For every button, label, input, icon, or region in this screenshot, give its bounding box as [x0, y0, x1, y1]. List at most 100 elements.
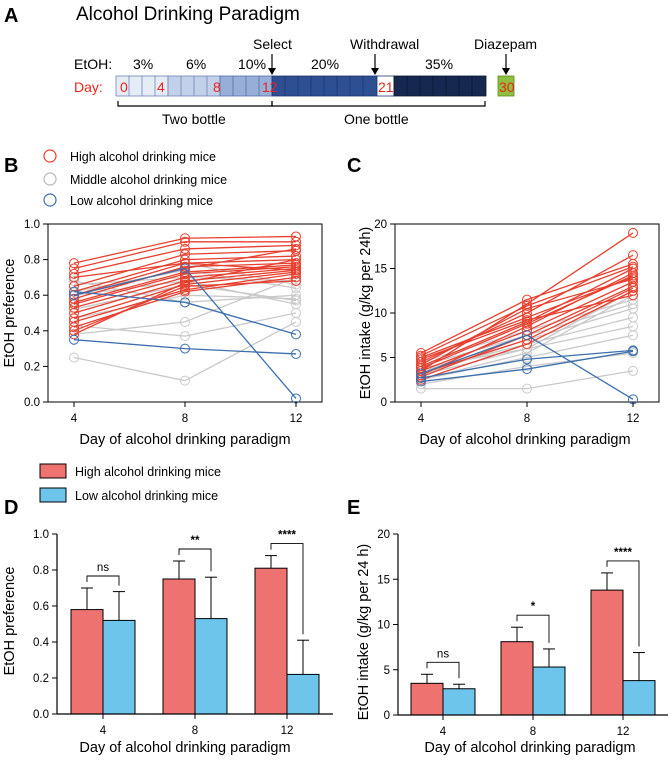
axes-e: 0 5 10 15 20 4 8 12 — [377, 529, 668, 738]
x-tick-label: 12 — [281, 725, 294, 737]
series-line-low — [73, 290, 297, 335]
x-axis-title-d: Day of alcohol drinking paradigm — [79, 740, 290, 756]
legend-middle-marker — [43, 172, 57, 186]
data-point-low — [69, 290, 79, 301]
series-line-high — [420, 275, 634, 369]
day-8: 8 — [213, 79, 221, 95]
bar-low — [286, 673, 320, 715]
y-tick-label: 0.4 — [33, 637, 50, 649]
legend-high-label: High alcohol drinking mice — [70, 150, 216, 164]
legend-de-low-label: Low alcohol drinking mice — [75, 489, 218, 503]
data-point-high — [180, 243, 190, 254]
data-point-low — [522, 330, 532, 341]
x-tick-label: 4 — [71, 413, 78, 425]
data-point-high — [628, 283, 638, 294]
data-point-high — [628, 227, 638, 238]
significance-bracket — [178, 548, 212, 572]
y-tick-label: 0.6 — [24, 290, 40, 302]
series-line-middle — [73, 321, 297, 382]
series-line-low — [420, 350, 634, 383]
x-axis-title-b: Day of alcohol drinking paradigm — [79, 432, 290, 448]
paradigm-title: Alcohol Drinking Paradigm — [76, 4, 300, 25]
y-tick-label: 1.0 — [24, 219, 40, 231]
x-tick-label: 8 — [530, 726, 536, 738]
y-ticks-b: 0.0 0.2 0.4 0.6 0.8 1.0 — [24, 219, 48, 409]
data-point-high — [180, 258, 190, 269]
data-point-middle — [180, 331, 190, 342]
x-tick-label: 4 — [418, 413, 425, 425]
legend-de-low-swatch — [39, 487, 67, 503]
data-point-high — [69, 268, 79, 279]
segment-20pct — [271, 75, 378, 97]
series-line-middle — [421, 370, 634, 390]
bracket-one-bottle — [271, 101, 486, 107]
y-tick-label: 0.2 — [24, 361, 40, 373]
bar-low — [622, 680, 656, 716]
series-line-high — [420, 263, 634, 354]
series-line-high — [420, 266, 634, 357]
series-line-high — [73, 267, 297, 309]
data-point-high — [416, 350, 426, 361]
day-0: 0 — [120, 79, 128, 95]
data-point-low — [291, 329, 301, 340]
series-line-high — [73, 250, 297, 287]
significance-label: ns — [437, 648, 449, 660]
y-tick-label: 0.8 — [24, 255, 40, 267]
bars-e: ns***** — [410, 547, 656, 716]
series-line-high — [73, 269, 297, 314]
y-tick-label: 20 — [377, 529, 390, 541]
y-axis-title-b: EtOH preference — [2, 259, 18, 368]
data-point-low — [416, 376, 426, 387]
data-point-low — [522, 364, 532, 375]
significance-bracket — [426, 661, 460, 679]
bar-high — [500, 641, 534, 716]
legend-low-marker — [43, 193, 57, 207]
event-withdrawal: Withdrawal — [350, 36, 419, 52]
data-point-low — [522, 354, 532, 365]
x-axis-title-c: Day of alcohol drinking paradigm — [419, 432, 630, 448]
event-diazepam: Diazepam — [474, 36, 537, 52]
y-tick-label: 10 — [374, 308, 387, 320]
day-30: 30 — [499, 79, 515, 95]
bar-high — [254, 567, 288, 715]
y-tick-label: 1.0 — [33, 529, 49, 541]
data-point-low — [291, 348, 301, 359]
bar-high — [590, 589, 624, 716]
y-tick-label: 5 — [384, 665, 390, 677]
panel-letter-a: A — [4, 5, 18, 27]
phase-one-bottle: One bottle — [344, 111, 409, 127]
legend-de: High alcohol drinking mice Low alcohol d… — [4, 463, 360, 519]
day-12: 12 — [262, 79, 278, 95]
significance-label: **** — [614, 547, 632, 559]
x-ticks-c: 4 8 12 — [418, 402, 639, 425]
bar-low — [194, 618, 228, 715]
data-point-middle — [69, 352, 79, 363]
y-tick-label: 0.2 — [33, 673, 49, 685]
y-tick-label: 0.0 — [33, 709, 49, 721]
series-line-high — [73, 273, 297, 323]
x-tick-label: 12 — [290, 413, 303, 425]
series-line-high — [73, 235, 297, 264]
series-line-high — [73, 244, 297, 275]
data-point-middle — [180, 375, 190, 386]
panel-letter-c: C — [347, 155, 361, 177]
event-select: Select — [253, 36, 292, 52]
x-tick-label: 4 — [440, 726, 447, 738]
panel-letter-e: E — [347, 497, 360, 519]
x-tick-label: 4 — [100, 725, 107, 737]
series-line-high — [420, 294, 634, 360]
conc-10: 10% — [238, 56, 266, 72]
conc-6: 6% — [186, 56, 206, 72]
bar-low — [442, 688, 476, 716]
data-point-high — [180, 233, 190, 244]
data-point-low — [69, 334, 79, 345]
bar-high — [70, 609, 104, 715]
panel-letter-d: D — [4, 497, 18, 519]
chart-c: 0 5 10 15 20 4 8 12 EtOH intake (g/kg per 24h)… — [358, 219, 660, 448]
data-point-middle — [180, 316, 190, 327]
series-line-high — [420, 276, 634, 359]
data-point-high — [69, 302, 79, 313]
y-tick-label: 0 — [384, 710, 390, 722]
